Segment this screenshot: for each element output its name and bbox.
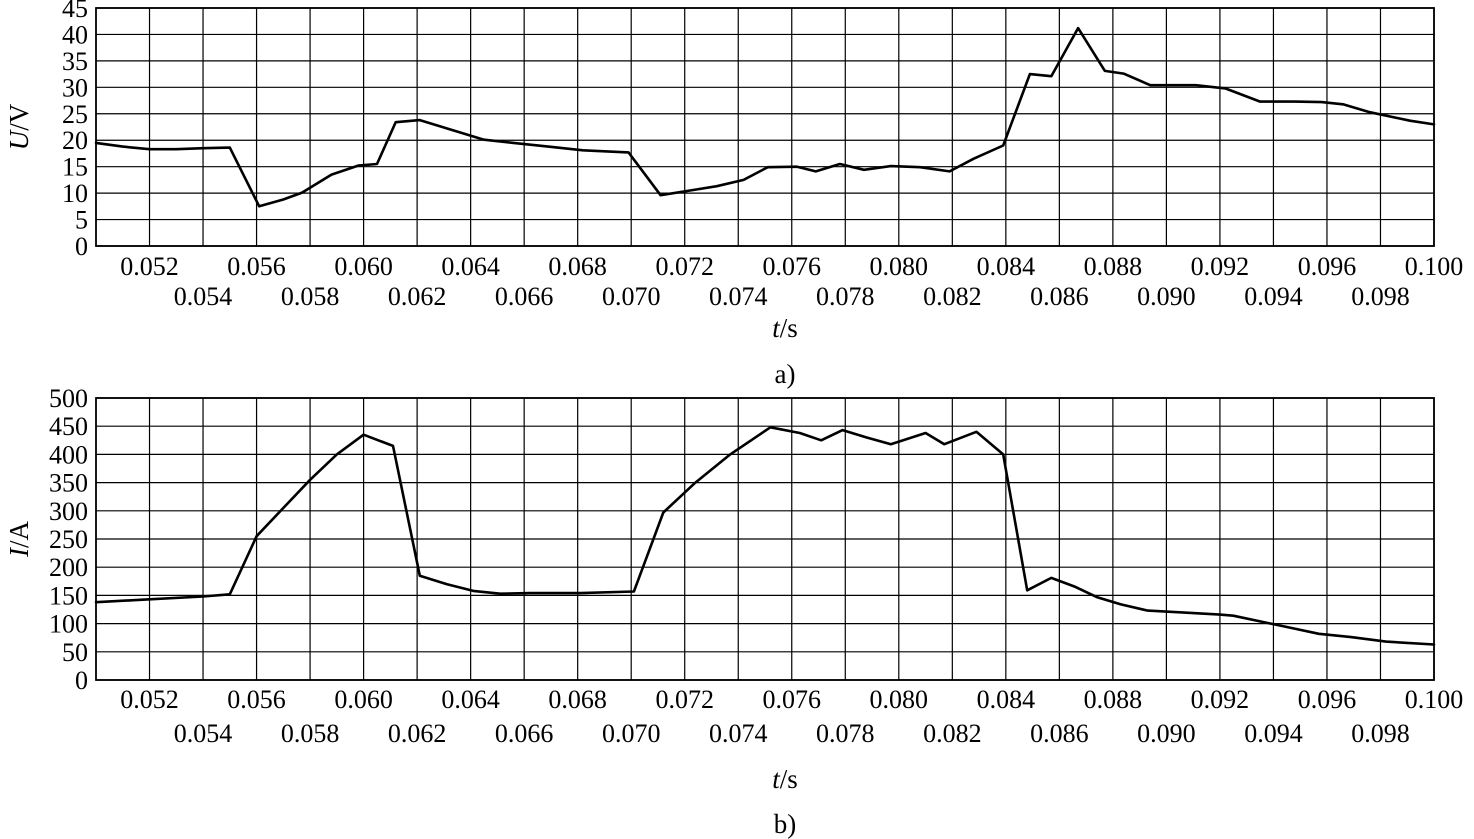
x-tick-label: 0.062 — [388, 719, 447, 748]
plot-frame — [95, 397, 1435, 681]
x-axis-unit: /s — [780, 313, 798, 343]
x-tick-label: 0.078 — [816, 719, 875, 748]
x-tick-label: 0.052 — [120, 685, 179, 714]
grid — [96, 7, 1435, 247]
x-tick-label: 0.066 — [495, 282, 554, 311]
chart-a: 0510152025303540450.0520.0540.0560.0580.… — [4, 0, 1463, 389]
x-tick-label: 0.088 — [1084, 252, 1143, 281]
x-tick-label: 0.062 — [388, 282, 447, 311]
y-tick-label: 35 — [62, 47, 88, 76]
x-tick-label: 0.054 — [174, 282, 233, 311]
x-tick-label: 0.086 — [1030, 282, 1089, 311]
y-tick-label: 45 — [62, 0, 88, 23]
x-tick-label: 0.060 — [334, 252, 393, 281]
x-tick-label: 0.086 — [1030, 719, 1089, 748]
y-tick-label: 500 — [49, 384, 88, 413]
y-axis-label: I/A — [4, 520, 34, 558]
x-tick-label: 0.100 — [1405, 252, 1464, 281]
x-tick-label: 0.072 — [655, 685, 714, 714]
x-tick-label: 0.076 — [763, 685, 822, 714]
x-axis-label: t/s — [772, 764, 798, 794]
y-tick-label: 10 — [62, 179, 88, 208]
figure-caption: a) — [775, 359, 796, 389]
x-axis-label: t/s — [772, 313, 798, 343]
x-tick-label: 0.068 — [548, 685, 607, 714]
y-tick-label: 25 — [62, 100, 88, 129]
x-tick-label: 0.070 — [602, 719, 661, 748]
x-tick-label: 0.074 — [709, 282, 768, 311]
y-tick-label: 300 — [49, 497, 88, 526]
x-tick-label: 0.092 — [1191, 685, 1250, 714]
y-tick-label: 350 — [49, 469, 88, 498]
x-tick-label: 0.064 — [441, 252, 500, 281]
x-tick-label: 0.076 — [763, 252, 822, 281]
series-line — [94, 425, 1436, 646]
series-line — [94, 26, 1436, 208]
x-tick-label: 0.074 — [709, 719, 768, 748]
y-tick-label: 50 — [62, 638, 88, 667]
y-tick-label: 0 — [75, 666, 88, 695]
x-tick-label: 0.094 — [1244, 719, 1303, 748]
y-axis-var: U — [4, 129, 34, 150]
y-tick-label: 100 — [49, 610, 88, 639]
y-tick-label: 200 — [49, 553, 88, 582]
x-tick-label: 0.096 — [1298, 252, 1357, 281]
x-tick-label: 0.084 — [977, 252, 1036, 281]
x-tick-label: 0.070 — [602, 282, 661, 311]
x-axis-unit: /s — [780, 764, 798, 794]
x-tick-label: 0.098 — [1351, 282, 1410, 311]
x-tick-label: 0.066 — [495, 719, 554, 748]
y-tick-label: 5 — [75, 206, 88, 235]
y-axis-unit: /A — [4, 520, 34, 548]
y-axis-unit: /V — [4, 103, 34, 131]
x-axis-var: t — [772, 313, 781, 343]
x-tick-label: 0.052 — [120, 252, 179, 281]
x-tick-label: 0.054 — [174, 719, 233, 748]
figure-caption: b) — [774, 809, 797, 839]
grid — [96, 397, 1435, 681]
x-tick-label: 0.090 — [1137, 719, 1196, 748]
y-tick-label: 30 — [62, 73, 88, 102]
x-tick-label: 0.056 — [227, 685, 286, 714]
x-tick-label: 0.082 — [923, 719, 982, 748]
y-tick-label: 250 — [49, 525, 88, 554]
y-axis-label: U/V — [4, 103, 34, 150]
x-tick-label: 0.092 — [1191, 252, 1250, 281]
x-tick-label: 0.064 — [441, 685, 500, 714]
y-tick-label: 0 — [75, 232, 88, 261]
x-tick-label: 0.060 — [334, 685, 393, 714]
x-axis-var: t — [772, 764, 781, 794]
x-tick-label: 0.080 — [870, 685, 929, 714]
plot-frame — [95, 7, 1435, 247]
x-tick-label: 0.100 — [1405, 685, 1464, 714]
x-tick-label: 0.082 — [923, 282, 982, 311]
x-tick-label: 0.096 — [1298, 685, 1357, 714]
x-tick-label: 0.098 — [1351, 719, 1410, 748]
y-axis-var: I — [4, 546, 34, 558]
y-tick-label: 15 — [62, 153, 88, 182]
y-tick-label: 20 — [62, 126, 88, 155]
y-tick-label: 40 — [62, 20, 88, 49]
x-tick-label: 0.058 — [281, 282, 340, 311]
x-tick-label: 0.094 — [1244, 282, 1303, 311]
x-tick-label: 0.078 — [816, 282, 875, 311]
y-tick-label: 450 — [49, 412, 88, 441]
x-tick-label: 0.072 — [655, 252, 714, 281]
y-tick-label: 400 — [49, 440, 88, 469]
x-tick-label: 0.068 — [548, 252, 607, 281]
x-tick-label: 0.058 — [281, 719, 340, 748]
x-tick-label: 0.084 — [977, 685, 1036, 714]
x-tick-label: 0.056 — [227, 252, 286, 281]
x-tick-label: 0.090 — [1137, 282, 1196, 311]
y-tick-label: 150 — [49, 581, 88, 610]
x-tick-label: 0.088 — [1084, 685, 1143, 714]
x-tick-label: 0.080 — [870, 252, 929, 281]
